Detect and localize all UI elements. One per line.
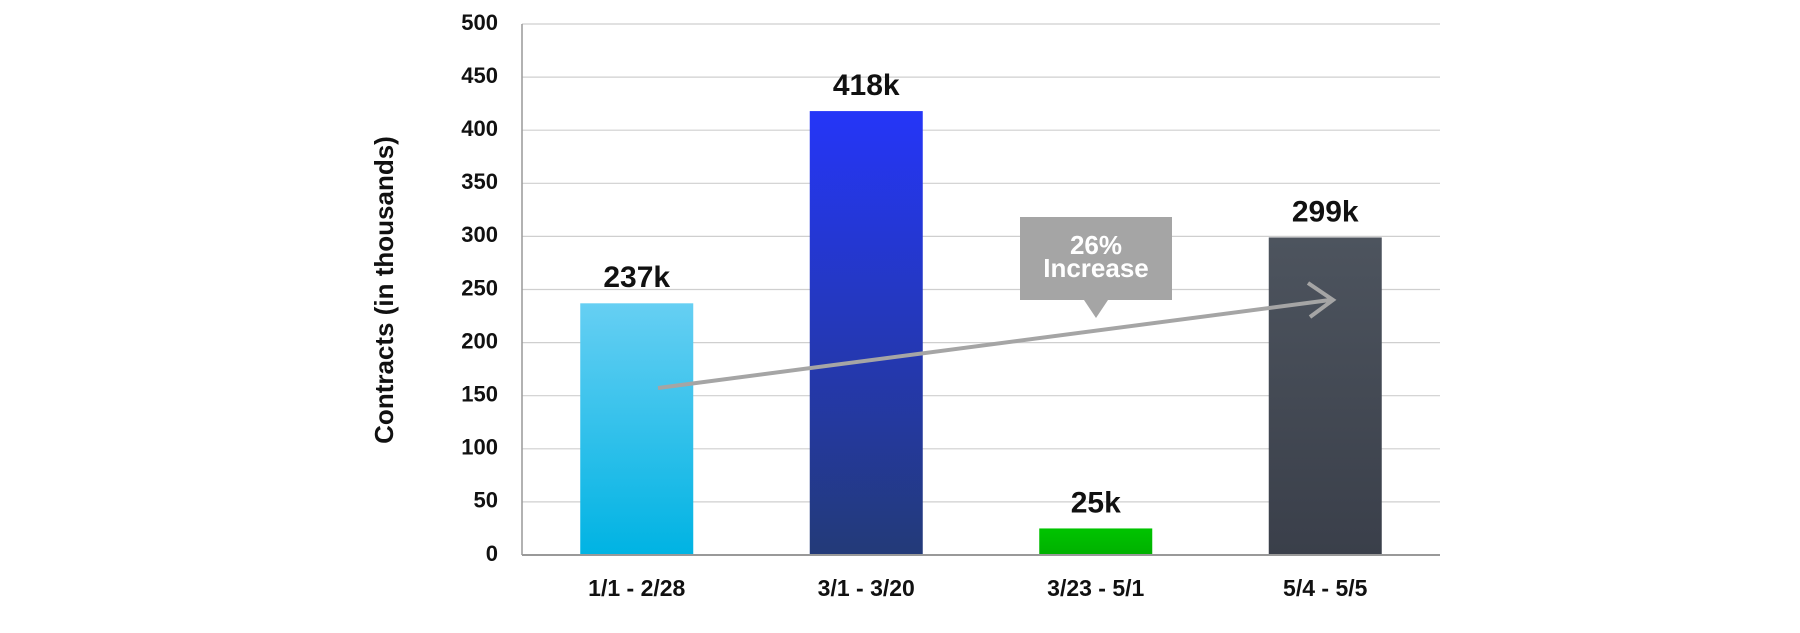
callout-line: Increase xyxy=(1043,253,1149,283)
y-tick-label: 350 xyxy=(461,169,498,194)
value-label: 25k xyxy=(1071,486,1121,519)
y-tick-label: 150 xyxy=(461,382,498,407)
value-label: 299k xyxy=(1292,195,1359,228)
bar xyxy=(809,111,923,556)
y-tick-label: 200 xyxy=(461,328,498,353)
y-tick-label: 300 xyxy=(461,222,498,247)
y-tick-label: 0 xyxy=(486,541,498,566)
trend-arrow xyxy=(657,298,1331,390)
callout-line: 26% xyxy=(1070,230,1122,260)
x-tick-label: 1/1 - 2/28 xyxy=(588,575,685,601)
bar xyxy=(580,303,694,555)
y-axis-label: Contracts (in thousands) xyxy=(369,136,399,444)
callout-box xyxy=(1020,217,1172,318)
y-tick-label: 100 xyxy=(461,435,498,460)
y-tick-label: 250 xyxy=(461,275,498,300)
x-tick-label: 3/23 - 5/1 xyxy=(1047,575,1144,601)
y-tick-label: 500 xyxy=(461,10,498,35)
y-tick-label: 450 xyxy=(461,63,498,88)
value-label: 237k xyxy=(603,261,670,294)
x-tick-label: 5/4 - 5/5 xyxy=(1283,575,1368,601)
bar xyxy=(1039,528,1153,555)
y-tick-label: 400 xyxy=(461,116,498,141)
arrow-head xyxy=(1306,281,1337,319)
y-tick-label: 50 xyxy=(474,488,498,513)
x-tick-label: 3/1 - 3/20 xyxy=(818,575,915,601)
bar xyxy=(1268,237,1382,555)
value-label: 418k xyxy=(833,69,900,102)
